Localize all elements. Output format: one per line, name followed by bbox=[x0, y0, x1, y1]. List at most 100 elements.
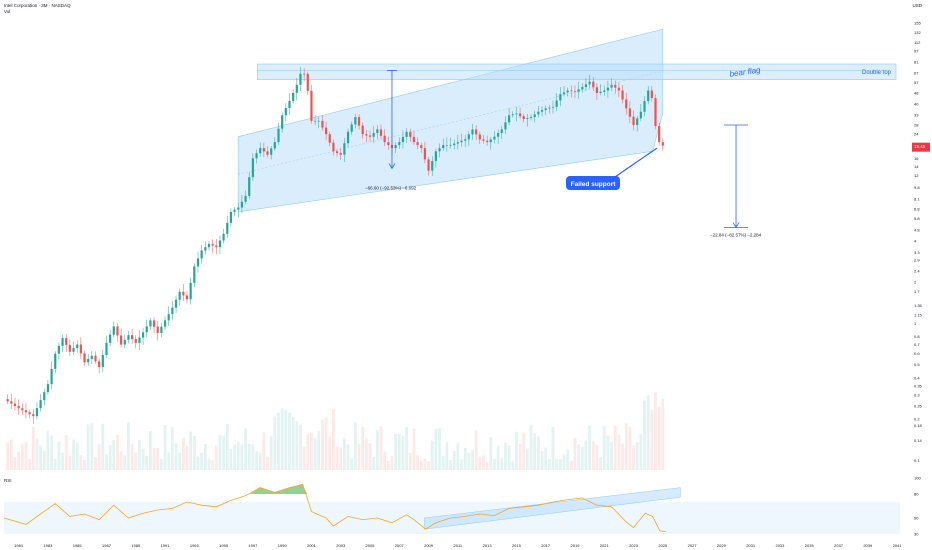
candle-body bbox=[266, 151, 269, 155]
candle-body bbox=[500, 129, 503, 134]
volume-bar bbox=[178, 452, 182, 470]
candle bbox=[145, 319, 148, 337]
time-tick-label: 1985 bbox=[73, 543, 83, 548]
price-tick-label: 6.8 bbox=[914, 207, 920, 212]
volume-bar bbox=[566, 449, 570, 470]
candle bbox=[116, 323, 119, 342]
price-axis[interactable]: 0.1 0.14 0.180.2 0.25 0.3 0.35 0.4 0.5 0.6 0.7 0.8… bbox=[912, 21, 930, 463]
candle-body bbox=[292, 92, 295, 101]
volume-bar bbox=[72, 439, 75, 470]
candle-body bbox=[145, 326, 148, 333]
time-tick-label: 2025 bbox=[658, 543, 668, 548]
price-tick-label: 12 bbox=[914, 173, 919, 178]
candle bbox=[281, 112, 284, 133]
candle bbox=[299, 66, 302, 92]
volume-bar bbox=[134, 452, 138, 470]
candle-body bbox=[592, 81, 595, 88]
volume-bar bbox=[39, 445, 43, 470]
candle-body bbox=[533, 114, 536, 118]
candle bbox=[131, 328, 134, 344]
volume-bar bbox=[251, 444, 255, 470]
candle-body bbox=[156, 326, 159, 333]
candle-body bbox=[365, 134, 368, 136]
candle bbox=[343, 137, 346, 162]
volume-bar bbox=[591, 440, 595, 470]
time-tick-label: 2041 bbox=[893, 543, 903, 548]
time-axis[interactable]: 1981 1983 1985 1987 1989 1991 1993 1995 1997 1999… bbox=[14, 543, 902, 548]
candle-body bbox=[90, 355, 93, 359]
candle bbox=[259, 142, 262, 157]
candle-body bbox=[317, 120, 320, 122]
candle-body bbox=[599, 91, 602, 93]
candle bbox=[57, 342, 61, 360]
candle bbox=[595, 83, 599, 101]
volume-bar bbox=[127, 422, 130, 470]
price-tick-label: 0.14 bbox=[914, 438, 923, 443]
candle bbox=[138, 330, 141, 351]
bear-flag-label: bear flag bbox=[729, 65, 762, 78]
volume-bar bbox=[258, 452, 262, 470]
candle bbox=[522, 113, 525, 123]
volume-bar bbox=[94, 457, 97, 470]
candle bbox=[529, 114, 533, 121]
volume-bar bbox=[408, 452, 412, 470]
candle bbox=[207, 241, 211, 251]
rsi-tick-label: 100 bbox=[914, 476, 921, 481]
candle-body bbox=[295, 84, 298, 93]
volume-bar bbox=[562, 454, 566, 470]
candle-body bbox=[526, 118, 529, 119]
volume-bar bbox=[544, 447, 548, 470]
candle-body bbox=[654, 97, 657, 127]
candle bbox=[284, 103, 287, 122]
candle-body bbox=[606, 87, 610, 91]
candle-body bbox=[131, 335, 134, 339]
volume-bar bbox=[643, 400, 646, 470]
volume-bar bbox=[20, 444, 24, 470]
measure-2-label: −22.84 (−82.57%) −2,284 bbox=[710, 233, 762, 238]
volume-bar bbox=[181, 437, 185, 470]
volume-bar bbox=[434, 428, 438, 470]
candle-body bbox=[354, 117, 357, 125]
currency-label: USD bbox=[912, 3, 922, 8]
candle bbox=[548, 105, 551, 114]
candle-body bbox=[658, 126, 661, 143]
candle-body bbox=[163, 320, 167, 327]
time-tick-label: 2013 bbox=[483, 543, 493, 548]
time-tick-label: 2023 bbox=[629, 543, 639, 548]
candle bbox=[438, 143, 441, 158]
volume-bar bbox=[628, 426, 632, 470]
volume-bar bbox=[346, 444, 350, 470]
candle-body bbox=[328, 134, 331, 143]
candle-body bbox=[332, 142, 335, 152]
candle-body bbox=[551, 106, 555, 108]
volume-bar bbox=[86, 424, 90, 470]
candle-body bbox=[661, 142, 664, 146]
candle-body bbox=[178, 291, 181, 300]
volume-bar bbox=[207, 458, 211, 470]
candle bbox=[127, 330, 130, 344]
candle bbox=[277, 122, 280, 146]
candle-body bbox=[339, 152, 342, 155]
candle-body bbox=[431, 160, 434, 171]
candle-body bbox=[39, 400, 42, 409]
volume-bar bbox=[416, 455, 419, 470]
volume-bar bbox=[83, 459, 86, 470]
volume-bar bbox=[328, 436, 332, 470]
candle-body bbox=[185, 295, 189, 300]
price-tick-label: 0.1 bbox=[914, 458, 920, 463]
volume-bar bbox=[218, 434, 222, 470]
candle-body bbox=[101, 354, 104, 367]
volume-bar bbox=[577, 444, 581, 470]
candle bbox=[592, 77, 595, 91]
volume-bar bbox=[196, 456, 200, 470]
candle-body bbox=[643, 101, 646, 112]
candle bbox=[566, 87, 569, 97]
candle-body bbox=[134, 338, 137, 343]
candle bbox=[372, 125, 375, 143]
volume-bar bbox=[214, 445, 218, 470]
candle-body bbox=[233, 209, 236, 212]
volume-bar bbox=[463, 447, 467, 470]
candle-body bbox=[636, 118, 639, 126]
volume-bar bbox=[364, 438, 368, 470]
